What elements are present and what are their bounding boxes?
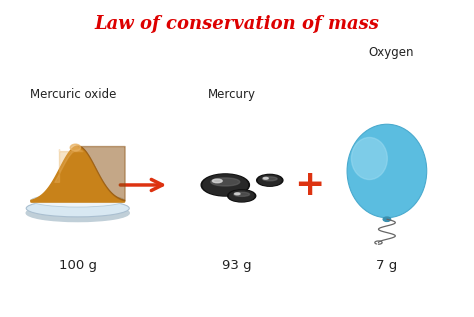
Ellipse shape [203, 175, 247, 195]
Text: Mercuric oxide: Mercuric oxide [30, 88, 116, 101]
Text: Oxygen: Oxygen [369, 46, 414, 59]
Ellipse shape [234, 192, 250, 197]
Ellipse shape [26, 200, 129, 217]
Ellipse shape [26, 204, 129, 222]
Ellipse shape [228, 190, 256, 202]
Ellipse shape [212, 179, 222, 183]
Ellipse shape [211, 178, 240, 186]
Ellipse shape [351, 138, 387, 179]
Text: +: + [294, 168, 325, 202]
Ellipse shape [229, 191, 254, 201]
Ellipse shape [257, 174, 283, 186]
Text: 100 g: 100 g [59, 259, 97, 272]
Text: Mercury: Mercury [208, 88, 256, 101]
Polygon shape [31, 146, 125, 202]
Text: Law of conservation of mass: Law of conservation of mass [94, 15, 380, 33]
Ellipse shape [263, 178, 268, 179]
Ellipse shape [31, 194, 125, 207]
Ellipse shape [201, 174, 249, 196]
Text: 7 g: 7 g [376, 259, 398, 272]
Ellipse shape [235, 193, 240, 195]
Ellipse shape [383, 217, 391, 221]
Ellipse shape [258, 175, 281, 185]
Text: 93 g: 93 g [222, 259, 252, 272]
Ellipse shape [70, 144, 81, 151]
Ellipse shape [347, 124, 427, 218]
Ellipse shape [263, 177, 277, 181]
